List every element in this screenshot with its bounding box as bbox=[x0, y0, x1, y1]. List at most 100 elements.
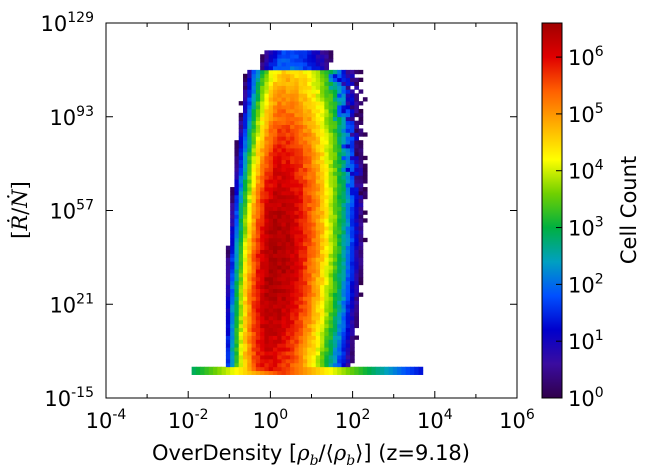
heatmap-cell bbox=[302, 159, 308, 165]
heatmap-cell bbox=[311, 226, 317, 231]
heatmap-cell bbox=[324, 97, 330, 102]
heatmap-cell bbox=[328, 155, 334, 161]
heatmap-cell bbox=[234, 265, 240, 270]
heatmap-cell bbox=[328, 241, 334, 247]
heatmap-cell bbox=[281, 54, 287, 59]
heatmap-cell bbox=[225, 366, 231, 372]
heatmap-cell bbox=[247, 292, 252, 297]
heatmap-cell bbox=[264, 300, 270, 305]
heatmap-cell bbox=[264, 269, 270, 274]
heatmap-cell bbox=[238, 151, 244, 157]
heatmap-cell bbox=[350, 89, 355, 94]
heatmap-cell bbox=[302, 132, 308, 137]
heatmap-cell bbox=[298, 101, 304, 106]
heatmap-cell bbox=[247, 167, 252, 172]
heatmap-cell bbox=[264, 112, 270, 118]
heatmap-cell bbox=[294, 358, 300, 364]
heatmap-cell bbox=[358, 202, 364, 207]
heatmap-cell bbox=[341, 249, 347, 254]
heatmap-cell bbox=[358, 187, 364, 192]
heatmap-cell bbox=[247, 194, 252, 200]
heatmap-cell bbox=[243, 194, 248, 200]
heatmap-cell bbox=[277, 171, 282, 176]
heatmap-cell bbox=[354, 214, 359, 219]
heatmap-cell bbox=[281, 65, 287, 71]
heatmap-cell bbox=[255, 222, 261, 227]
heatmap-cell bbox=[264, 151, 270, 157]
heatmap-cell bbox=[272, 206, 278, 211]
heatmap-cell bbox=[294, 273, 300, 278]
heatmap-cell bbox=[362, 97, 368, 102]
heatmap-cell bbox=[230, 308, 235, 313]
heatmap-cell bbox=[320, 97, 325, 102]
heatmap-cell bbox=[234, 315, 240, 321]
heatmap-cell bbox=[307, 296, 312, 301]
heatmap-cell bbox=[243, 366, 248, 372]
heatmap-cell bbox=[285, 366, 291, 372]
heatmap-cell bbox=[251, 148, 257, 153]
heatmap-cell bbox=[315, 351, 321, 356]
heatmap-cell bbox=[230, 284, 235, 290]
heatmap-cell bbox=[268, 308, 274, 313]
heatmap-cell bbox=[298, 249, 304, 254]
heatmap-cell bbox=[307, 159, 312, 165]
heatmap-cell bbox=[311, 58, 317, 63]
heatmap-cell bbox=[354, 105, 359, 110]
heatmap-cell bbox=[230, 351, 235, 356]
heatmap-cell bbox=[345, 280, 351, 286]
heatmap-cell bbox=[264, 128, 270, 133]
heatmap-cell bbox=[350, 112, 355, 118]
heatmap-cell bbox=[315, 140, 321, 145]
heatmap-cell bbox=[315, 183, 321, 188]
heatmap-cell bbox=[332, 93, 338, 98]
heatmap-cell bbox=[230, 194, 235, 200]
heatmap-cell bbox=[302, 362, 308, 368]
heatmap-cell bbox=[320, 155, 325, 161]
heatmap-cell bbox=[234, 312, 240, 317]
heatmap-cell bbox=[277, 108, 282, 114]
heatmap-cell bbox=[268, 190, 274, 196]
heatmap-cell bbox=[285, 347, 291, 352]
heatmap-cell bbox=[234, 331, 240, 336]
heatmap-cell bbox=[243, 273, 248, 278]
heatmap-cell bbox=[341, 339, 347, 344]
heatmap-cell bbox=[277, 335, 282, 340]
heatmap-cell bbox=[272, 241, 278, 247]
heatmap-cell bbox=[272, 245, 278, 250]
heatmap-cell bbox=[290, 362, 295, 368]
heatmap-cell bbox=[311, 81, 317, 86]
heatmap-cell bbox=[397, 370, 402, 375]
heatmap-cell bbox=[315, 241, 321, 247]
heatmap-cell bbox=[281, 280, 287, 286]
heatmap-cell bbox=[332, 171, 338, 176]
heatmap-cell bbox=[225, 312, 231, 317]
heatmap-cell bbox=[332, 351, 338, 356]
heatmap-cell bbox=[238, 362, 244, 368]
heatmap-cell bbox=[290, 85, 295, 90]
heatmap-cell bbox=[302, 323, 308, 329]
heatmap-cell bbox=[354, 144, 359, 149]
heatmap-cell bbox=[272, 214, 278, 219]
heatmap-cell bbox=[315, 136, 321, 141]
heatmap-cell bbox=[277, 261, 282, 266]
heatmap-cell bbox=[290, 233, 295, 239]
heatmap-cell bbox=[315, 155, 321, 161]
heatmap-cell bbox=[264, 257, 270, 262]
heatmap-cell bbox=[243, 276, 248, 282]
heatmap-cell bbox=[337, 222, 342, 227]
heatmap-cell bbox=[345, 132, 351, 137]
heatmap-cell bbox=[337, 370, 342, 375]
heatmap-cell bbox=[281, 93, 287, 98]
heatmap-cell bbox=[290, 237, 295, 243]
heatmap-cell bbox=[238, 319, 244, 325]
heatmap-cell bbox=[277, 140, 282, 145]
heatmap-cell bbox=[247, 85, 252, 90]
heatmap-cell bbox=[255, 108, 261, 114]
heatmap-cell bbox=[354, 300, 359, 305]
heatmap-cell bbox=[285, 312, 291, 317]
heatmap-cell bbox=[315, 315, 321, 321]
heatmap-cell bbox=[320, 237, 325, 243]
heatmap-cell bbox=[307, 108, 312, 114]
heatmap-cell bbox=[320, 245, 325, 250]
heatmap-cell bbox=[302, 206, 308, 211]
